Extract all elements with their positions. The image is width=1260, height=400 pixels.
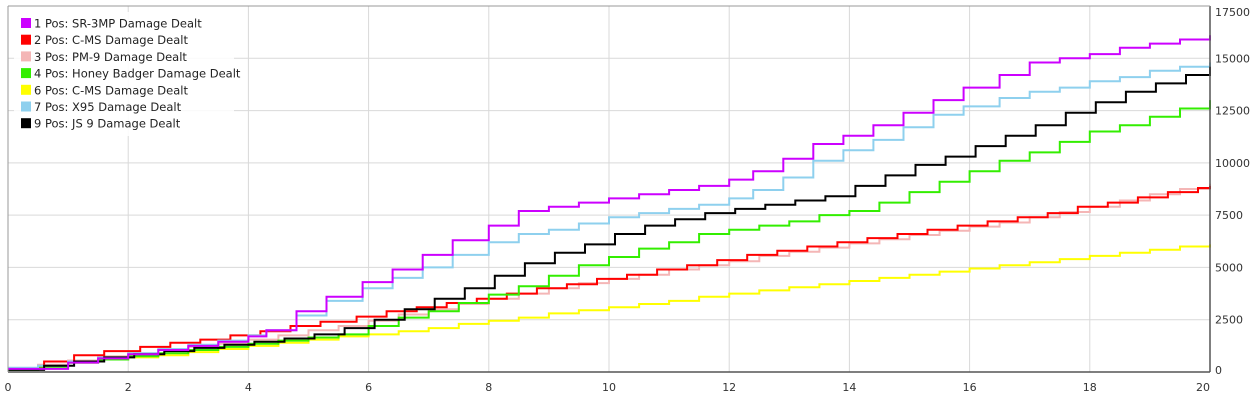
x-tick-label: 0 xyxy=(5,381,12,394)
y-tick-label: 5000 xyxy=(1215,261,1243,274)
x-tick-label: 14 xyxy=(842,381,856,394)
y-tick-label: 17500 xyxy=(1215,6,1250,19)
legend-swatch xyxy=(21,118,31,129)
legend-background xyxy=(14,12,234,136)
legend-swatch xyxy=(21,84,31,95)
y-tick-label: 7500 xyxy=(1215,209,1243,222)
series-layer xyxy=(8,35,1211,371)
legend-swatch xyxy=(21,34,31,45)
y-tick-label: 2500 xyxy=(1215,314,1243,327)
x-tick-label: 16 xyxy=(963,381,977,394)
series-line-2-pos-c-ms-damage-dealt xyxy=(8,185,1211,370)
x-tick-label: 18 xyxy=(1083,381,1097,394)
legend: 1 Pos: SR-3MP Damage Dealt 2 Pos: C-MS Da… xyxy=(14,12,241,136)
x-tick-label: 6 xyxy=(365,381,372,394)
y-tick-label: 10000 xyxy=(1215,157,1250,170)
series-line-4-pos-honey-badger-damage-dealt xyxy=(8,100,1211,371)
axis-layer: 0 2 4 6 8 10 12 14 16 18 20 0 2500 5000 7500 10000 12500… xyxy=(5,5,1250,394)
legend-item-label: 9 Pos: JS 9 Damage Dealt xyxy=(34,117,181,131)
legend-item-label: 2 Pos: C-MS Damage Dealt xyxy=(34,33,188,47)
legend-swatch xyxy=(21,101,31,112)
series-line-6-pos-c-ms-damage-dealt xyxy=(8,244,1211,371)
legend-item-label: 3 Pos: PM-9 Damage Dealt xyxy=(34,50,187,64)
legend-swatch xyxy=(21,68,31,79)
series-line-9-pos-js-9-damage-dealt xyxy=(8,66,1211,371)
x-tick-label: 2 xyxy=(125,381,132,394)
legend-item-label: 1 Pos: SR-3MP Damage Dealt xyxy=(34,17,202,31)
series-line-1-pos-sr-3mp-damage-dealt xyxy=(8,35,1211,370)
x-tick-label: 12 xyxy=(722,381,736,394)
x-tick-label: 4 xyxy=(245,381,252,394)
legend-item-label: 4 Pos: Honey Badger Damage Dealt xyxy=(34,67,241,81)
y-tick-label: 0 xyxy=(1215,364,1222,377)
y-tick-label: 12500 xyxy=(1215,105,1250,118)
legend-swatch xyxy=(21,18,31,28)
legend-item-label: 7 Pos: X95 Damage Dealt xyxy=(34,100,182,114)
legend-swatch xyxy=(21,51,31,62)
x-tick-label: 20 xyxy=(1196,381,1210,394)
x-tick-label: 10 xyxy=(602,381,616,394)
legend-item-label: 6 Pos: C-MS Damage Dealt xyxy=(34,83,188,97)
x-tick-label: 8 xyxy=(485,381,492,394)
y-tick-label: 15000 xyxy=(1215,52,1250,65)
